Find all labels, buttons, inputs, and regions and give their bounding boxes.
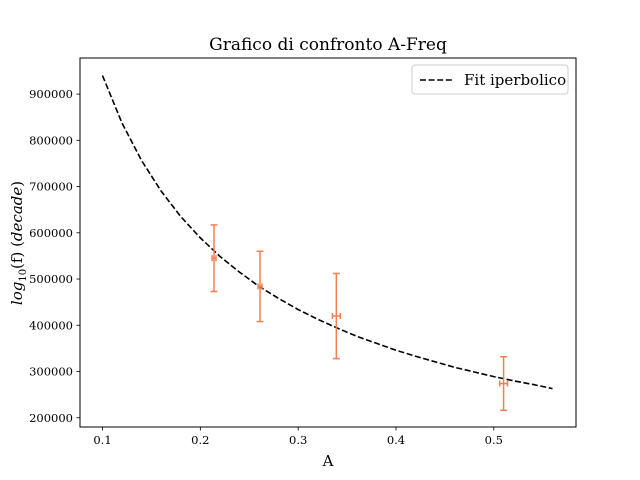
x-tick-label: 0.1: [93, 433, 111, 447]
y-axis-label-close: ): [8, 181, 26, 187]
errorbar-point: [210, 224, 218, 293]
errorbar-point: [256, 250, 264, 323]
legend-label-fit: Fit iperbolico: [464, 71, 566, 89]
chart-title: Grafico di confronto A-Freq: [209, 35, 447, 55]
y-axis-label: log10(f) (decade): [8, 181, 29, 305]
y-tick-label: 600000: [29, 226, 73, 240]
axes-frame: [79, 57, 577, 428]
y-tick-label: 900000: [29, 87, 73, 101]
legend: Fit iperbolico: [411, 64, 569, 95]
errorbar-point: [331, 272, 341, 360]
y-tick-label: 500000: [29, 272, 73, 286]
y-axis-label-base: log: [8, 282, 26, 305]
plot-area: [101, 75, 553, 412]
x-axis-label: A: [322, 452, 334, 470]
y-axis-label-middle: (f) (: [8, 241, 26, 269]
y-tick-label: 800000: [29, 133, 73, 147]
y-axis-label-subscript: 10: [18, 269, 29, 282]
x-axis-ticks: 0.1 0.2 0.3 0.4 0.5: [93, 427, 503, 447]
y-tick-label: 700000: [29, 180, 73, 194]
errorbar-point: [498, 355, 509, 412]
y-tick-label: 400000: [29, 318, 73, 332]
y-tick-label: 200000: [29, 411, 73, 425]
y-tick-label: 300000: [29, 365, 73, 379]
x-tick-label: 0.3: [289, 433, 307, 447]
fit-curve-line: [101, 75, 553, 390]
x-tick-label: 0.4: [387, 433, 405, 447]
legend-box: [411, 64, 569, 95]
x-tick-label: 0.5: [485, 433, 503, 447]
x-tick-label: 0.2: [191, 433, 209, 447]
y-axis-ticks: 200000 300000 400000 500000 600000 700000 8000…: [29, 87, 80, 425]
y-axis-label-unit: decade: [8, 187, 26, 241]
